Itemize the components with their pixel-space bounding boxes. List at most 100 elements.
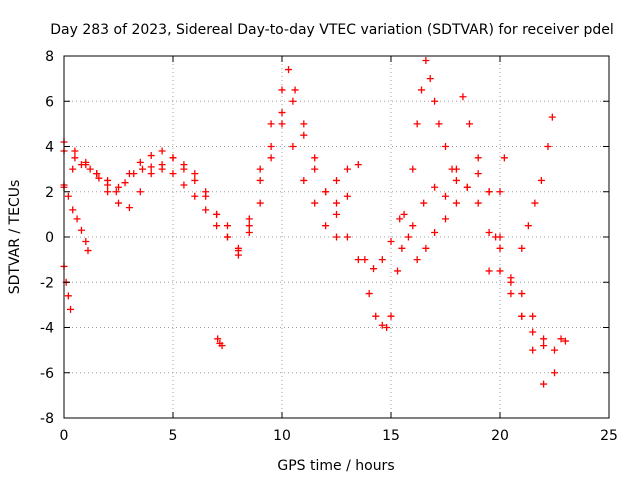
data-point — [459, 93, 467, 101]
data-point — [343, 165, 351, 173]
data-point — [370, 265, 378, 273]
data-point — [104, 181, 112, 189]
data-point — [213, 222, 221, 230]
data-point — [322, 188, 330, 196]
series-track-9 — [398, 93, 548, 343]
data-point — [404, 233, 412, 241]
data-point — [463, 183, 471, 191]
data-point — [529, 346, 537, 354]
chart-title: Day 283 of 2023, Sidereal Day-to-day VTE… — [50, 22, 614, 38]
x-tick-label: 15 — [382, 428, 400, 444]
data-point — [422, 244, 430, 252]
data-point — [548, 113, 556, 121]
data-point — [180, 181, 188, 189]
y-tick-label: -2 — [40, 275, 54, 291]
data-point — [500, 154, 508, 162]
data-point — [147, 163, 155, 171]
data-point — [518, 244, 526, 252]
data-point — [245, 228, 253, 236]
data-point — [529, 312, 537, 320]
data-point — [291, 86, 299, 94]
data-point — [158, 147, 166, 155]
data-point — [442, 143, 449, 150]
data-point — [485, 228, 493, 236]
data-point — [82, 238, 90, 246]
y-tick-label: 8 — [45, 49, 54, 65]
data-point — [147, 152, 155, 160]
data-point — [474, 170, 482, 178]
data-point — [435, 120, 443, 128]
data-point — [218, 342, 226, 350]
data-point — [115, 183, 122, 191]
data-point — [138, 165, 146, 173]
series-track-10 — [518, 113, 556, 252]
data-point — [86, 165, 94, 173]
data-point — [300, 120, 308, 128]
data-point — [400, 210, 408, 218]
data-point — [224, 222, 231, 230]
data-point — [452, 176, 460, 184]
data-point — [431, 97, 439, 105]
data-point — [540, 335, 548, 343]
y-tick-label: 2 — [45, 185, 54, 201]
data-point — [77, 161, 85, 169]
data-point — [169, 170, 177, 178]
data-point — [104, 188, 112, 196]
data-point — [531, 199, 539, 207]
data-point — [431, 228, 439, 236]
data-point — [278, 86, 286, 94]
data-point — [442, 192, 449, 200]
data-point — [289, 143, 297, 150]
data-point — [561, 337, 569, 345]
data-point — [474, 154, 482, 162]
y-tick-label: 4 — [45, 140, 54, 156]
data-point — [125, 204, 133, 212]
y-tick-label: 6 — [45, 94, 54, 110]
data-point — [191, 176, 199, 184]
data-point — [485, 267, 493, 275]
series-track-11 — [485, 154, 508, 275]
data-point — [496, 267, 504, 275]
x-tick-label: 10 — [273, 428, 291, 444]
y-tick-label: -6 — [40, 366, 54, 382]
data-point — [426, 75, 434, 83]
data-point — [394, 267, 402, 275]
data-point — [378, 321, 386, 329]
x-axis-label: GPS time / hours — [277, 458, 394, 474]
data-point — [383, 324, 391, 331]
data-point — [557, 335, 565, 343]
data-point — [245, 222, 253, 230]
data-point — [82, 158, 90, 166]
data-points — [60, 57, 569, 388]
y-axis-label: SDTVAR / TECUs — [7, 180, 23, 295]
data-point — [64, 192, 72, 200]
data-point — [333, 176, 340, 184]
data-point — [256, 176, 264, 184]
data-point — [115, 199, 122, 207]
data-point — [396, 215, 404, 223]
data-point — [540, 380, 548, 388]
data-point — [311, 199, 319, 207]
data-point — [413, 256, 421, 264]
data-point — [540, 342, 548, 350]
data-point — [267, 120, 275, 128]
data-point — [442, 215, 449, 223]
y-tick-label: -8 — [40, 411, 54, 427]
data-point — [213, 210, 221, 218]
data-point — [413, 120, 421, 128]
data-point — [354, 256, 362, 264]
data-point — [492, 233, 500, 241]
data-point — [311, 154, 319, 162]
data-point — [130, 170, 138, 178]
data-point — [409, 165, 417, 173]
data-point — [234, 247, 242, 255]
data-point — [422, 57, 430, 65]
data-point — [180, 161, 188, 169]
data-point — [169, 154, 177, 162]
data-point — [93, 170, 101, 178]
data-point — [191, 170, 199, 178]
data-point — [84, 247, 92, 255]
data-point — [387, 238, 395, 246]
